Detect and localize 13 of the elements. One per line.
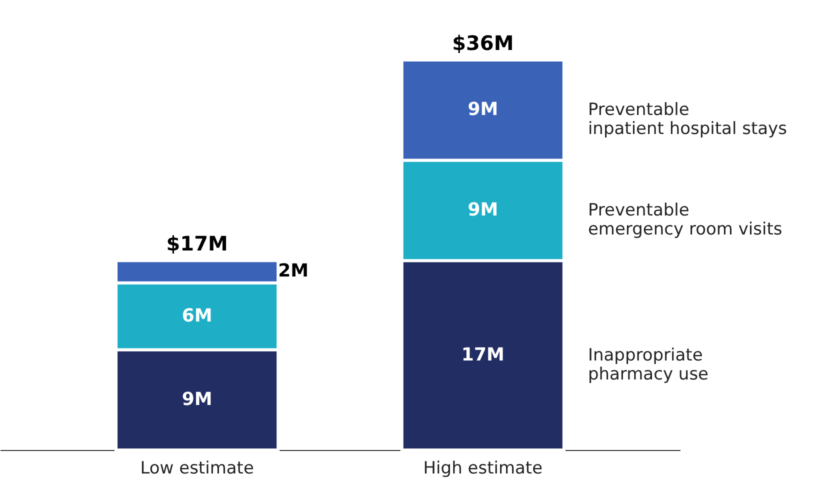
x-tick-label: High estimate bbox=[423, 458, 543, 478]
series-label: Preventable emergency room visits bbox=[588, 200, 782, 240]
data-label: 9M bbox=[182, 388, 212, 410]
data-label: 17M bbox=[461, 344, 504, 366]
x-tick-label: Low estimate bbox=[140, 458, 254, 478]
total-label: $36M bbox=[452, 31, 514, 55]
data-label: 2M bbox=[278, 260, 309, 282]
series-label: Inappropriate pharmacy use bbox=[588, 345, 709, 384]
series-label: Preventable inpatient hospital stays bbox=[588, 100, 788, 140]
data-label: 9M bbox=[468, 199, 498, 220]
total-label: $17M bbox=[166, 232, 228, 256]
data-label: 6M bbox=[182, 305, 212, 326]
data-label: 9M bbox=[468, 99, 498, 120]
